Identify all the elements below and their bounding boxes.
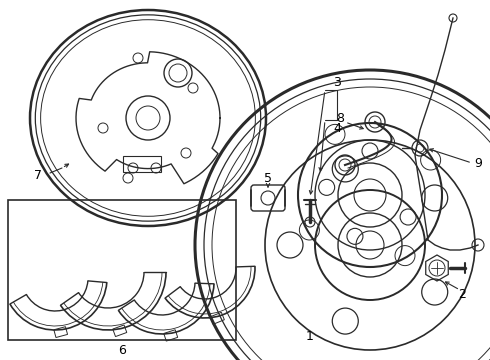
Text: 4: 4	[333, 122, 341, 135]
Text: 9: 9	[474, 157, 482, 170]
Text: 5: 5	[264, 171, 272, 185]
Bar	[113, 325, 127, 337]
Bar	[164, 330, 178, 341]
Text: 6: 6	[118, 343, 126, 356]
Text: 3: 3	[333, 76, 341, 89]
Text: 2: 2	[458, 288, 466, 302]
Text: 8: 8	[336, 112, 344, 125]
Bar	[54, 327, 68, 338]
Bar	[210, 312, 224, 324]
Bar	[8, 200, 236, 340]
Bar	[123, 156, 161, 172]
Text: 7: 7	[34, 168, 42, 181]
Text: 1: 1	[306, 330, 314, 343]
